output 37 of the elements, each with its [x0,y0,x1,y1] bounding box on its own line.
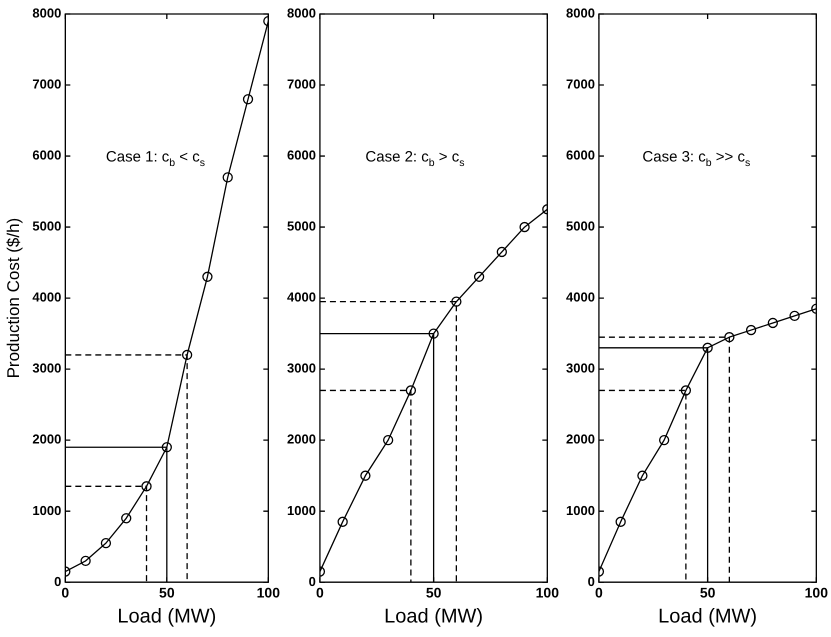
y-tick-label: 8000 [32,6,62,21]
y-tick-label: 6000 [32,148,62,163]
y-tick-label: 8000 [566,6,595,21]
x-tick-label: 100 [536,584,560,600]
y-tick-label: 8000 [287,6,316,21]
y-tick-label: 1000 [287,502,316,518]
x-tick-label: 50 [426,584,442,600]
y-tick-label: 2000 [32,432,62,447]
y-tick-label: 3000 [566,360,595,376]
x-axis-title: Load (MW) [658,606,758,628]
y-tick-label: 5000 [566,218,595,234]
y-tick-label: 6000 [287,148,316,163]
y-tick-label: 5000 [287,218,316,234]
x-axis-title: Load (MW) [117,606,216,628]
y-tick-label: 2000 [287,432,316,447]
y-tick-label: 7000 [566,76,595,92]
x-axis-title: Load (MW) [384,606,484,628]
y-tick-label: 0 [54,574,62,589]
y-tick-label: 7000 [32,76,62,92]
y-tick-label: 4000 [566,290,595,305]
x-tick-label: 100 [804,584,828,600]
y-tick-label: 3000 [287,360,316,376]
y-tick-label: 7000 [287,76,316,92]
y-tick-label: 0 [308,574,316,589]
x-tick-label: 50 [700,584,716,600]
y-tick-label: 1000 [32,502,62,518]
x-tick-label: 50 [159,584,175,600]
y-tick-label: 5000 [32,218,62,234]
x-tick-label: 100 [256,584,280,600]
y-tick-label: 6000 [566,148,595,163]
y-tick-label: 2000 [566,432,595,447]
y-tick-label: 0 [588,574,595,589]
y-tick-label: 3000 [32,360,62,376]
y-tick-label: 1000 [566,502,595,518]
y-tick-label: 4000 [32,290,62,305]
y-tick-label: 4000 [287,290,316,305]
y-axis-title: Production Cost ($/h) [4,218,23,378]
